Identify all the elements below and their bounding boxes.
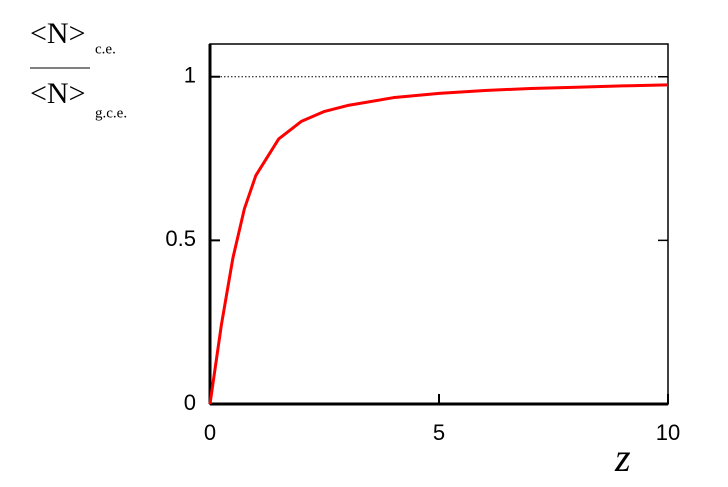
data-line (208, 83, 669, 405)
x-label: z (614, 435, 631, 480)
y-label-denominator: <N> (30, 77, 86, 110)
x-tick-label: 5 (433, 420, 445, 445)
y-label-numerator: <N> (30, 17, 86, 50)
y-tick-label: 0.5 (165, 226, 196, 251)
y-label-denominator-sub: g.c.e. (95, 105, 127, 121)
plot-frame (209, 43, 669, 405)
y-tick-label: 0 (184, 390, 196, 415)
x-tick-label: 0 (204, 420, 216, 445)
y-label-numerator-sub: c.e. (95, 41, 116, 57)
x-tick-label: 10 (656, 420, 680, 445)
y-tick-label: 1 (184, 63, 196, 88)
